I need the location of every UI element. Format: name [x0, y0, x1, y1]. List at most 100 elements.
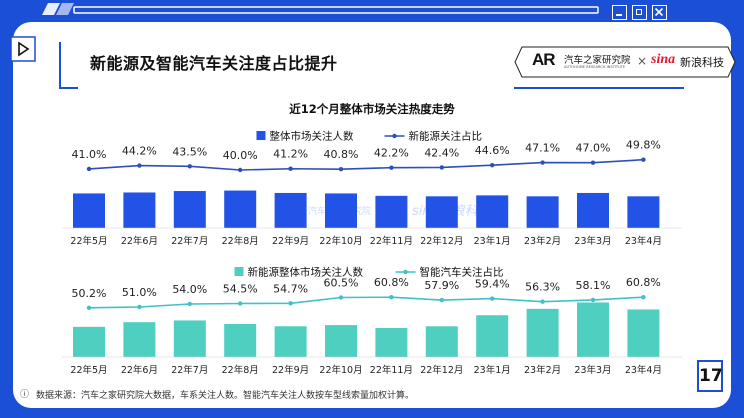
restore-button[interactable]: [632, 5, 647, 20]
x-tick-label: 22年8月: [222, 235, 259, 247]
bar: [425, 326, 458, 357]
line-point: [590, 160, 596, 165]
legend-swatch-bar: [234, 267, 244, 276]
line-point: [86, 305, 92, 310]
bar: [325, 325, 357, 357]
x-tick-label: 22年11月: [370, 364, 413, 376]
x-tick-label: 22年8月: [222, 364, 259, 376]
data-label: 44.6%: [475, 144, 510, 157]
bar: [173, 191, 206, 228]
line-point: [641, 157, 646, 162]
line-point: [187, 164, 192, 169]
bar: [526, 196, 559, 228]
line-point: [540, 299, 545, 304]
legend-label-bar: 新能源整体市场关注人数: [248, 266, 364, 279]
x-tick-label: 23年3月: [574, 364, 611, 376]
line-point: [439, 165, 444, 170]
chart-title: 近12个月整体市场关注热度走势: [289, 102, 455, 116]
data-label: 47.0%: [576, 142, 611, 155]
data-label: 50.2%: [72, 287, 107, 300]
line-point: [288, 301, 293, 306]
bar: [627, 309, 660, 357]
line-point: [137, 163, 142, 168]
title-bracket: [59, 42, 684, 89]
line-point: [490, 162, 495, 168]
restore-icon: [636, 9, 642, 15]
bar: [73, 326, 105, 357]
x-tick-label: 22年10月: [319, 364, 362, 376]
x-tick-label: 22年5月: [70, 235, 107, 247]
data-label: 40.0%: [223, 149, 258, 162]
top-bar-stripes: [42, 3, 599, 15]
data-label: 57.9%: [424, 279, 459, 292]
data-label: 60.8%: [626, 276, 661, 289]
line-point: [641, 295, 646, 300]
x-tick-label: 23年4月: [625, 235, 662, 247]
line-point: [389, 165, 394, 170]
data-label: 54.0%: [172, 283, 207, 296]
data-label: 54.7%: [273, 282, 308, 295]
bar: [577, 192, 609, 228]
bar: [274, 192, 307, 228]
play-icon: [10, 36, 36, 62]
line-point: [439, 297, 444, 303]
legend-swatch-marker: [403, 269, 408, 275]
data-label: 51.0%: [122, 286, 157, 299]
data-label: 56.3%: [525, 281, 560, 294]
x-tick-label: 23年3月: [574, 235, 611, 247]
series-line: [88, 158, 644, 171]
data-label: 40.8%: [324, 148, 359, 161]
x-tick-label: 22年12月: [420, 364, 463, 376]
line-point: [590, 297, 596, 303]
info-icon: ⓘ: [20, 390, 30, 400]
x-tick-label: 22年5月: [70, 364, 107, 376]
close-icon: [654, 7, 664, 17]
x-tick-label: 22年6月: [121, 364, 158, 376]
line-point: [238, 301, 243, 306]
line-point: [338, 295, 344, 300]
x-tick-label: 22年9月: [272, 235, 309, 247]
x-tick-label: 22年12月: [420, 235, 463, 247]
autohome-name: 汽车之家研究院: [564, 55, 631, 66]
sina-name: 新浪科技: [680, 56, 724, 69]
data-label: 44.2%: [122, 145, 157, 158]
footnote: 数据来源：汽车之家研究院大数据，车系关注人数。智能汽车关注人数按车型线索量加权计…: [36, 391, 415, 401]
line-point: [540, 160, 545, 165]
bar: [325, 193, 357, 228]
legend-label-line: 新能源关注占比: [409, 130, 483, 143]
data-label: 60.8%: [374, 276, 409, 289]
bar: [173, 320, 206, 357]
bar: [375, 328, 408, 357]
data-label: 43.5%: [172, 145, 207, 158]
legend-swatch-marker: [392, 133, 397, 139]
data-label: 60.5%: [324, 277, 359, 290]
line-point: [187, 301, 192, 307]
legend-label-bar: 整体市场关注人数: [270, 130, 354, 143]
page-number: 17: [697, 360, 723, 392]
data-label: 49.8%: [626, 139, 661, 152]
x-tick-label: 22年9月: [272, 364, 309, 376]
line-point: [238, 167, 243, 173]
line-point: [86, 166, 92, 172]
line-point: [137, 304, 142, 310]
x-tick-label: 22年7月: [171, 364, 208, 376]
data-label: 58.1%: [576, 279, 611, 292]
x-tick-label: 23年2月: [524, 364, 561, 376]
bar: [73, 193, 105, 228]
autohome-sub: AUTOHOME RESEARCH INSTITUTE: [564, 65, 626, 69]
close-button[interactable]: [652, 5, 667, 20]
top-bar: [0, 0, 744, 24]
bar: [123, 192, 156, 228]
bar: [425, 196, 458, 228]
data-label: 41.0%: [72, 148, 107, 161]
x-tick-label: 23年1月: [474, 364, 511, 376]
x-tick-label: 22年7月: [171, 235, 208, 247]
x-tick-label: 22年6月: [121, 235, 158, 247]
x-tick-label: 23年2月: [524, 235, 561, 247]
line-point: [288, 166, 293, 171]
minimize-button[interactable]: [612, 5, 627, 20]
bar: [274, 326, 307, 357]
minimize-icon: [616, 14, 622, 16]
